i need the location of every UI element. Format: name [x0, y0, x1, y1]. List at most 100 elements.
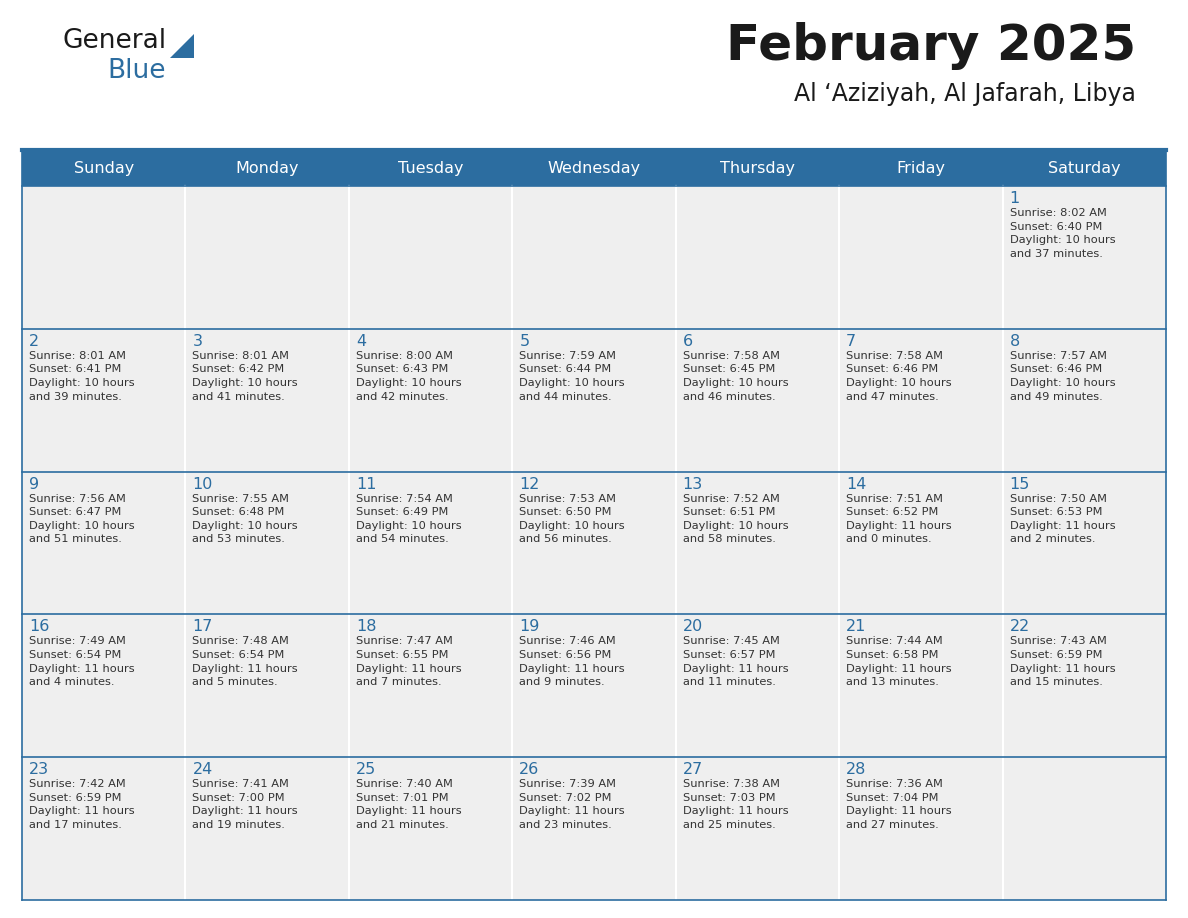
Text: Sunrise: 7:54 AM
Sunset: 6:49 PM
Daylight: 10 hours
and 54 minutes.: Sunrise: 7:54 AM Sunset: 6:49 PM Dayligh…: [356, 494, 461, 544]
Bar: [185, 186, 349, 329]
Text: 8: 8: [1010, 334, 1019, 349]
Text: Sunrise: 7:39 AM
Sunset: 7:02 PM
Daylight: 11 hours
and 23 minutes.: Sunrise: 7:39 AM Sunset: 7:02 PM Dayligh…: [519, 779, 625, 830]
Bar: [676, 329, 839, 472]
Text: Sunrise: 7:40 AM
Sunset: 7:01 PM
Daylight: 11 hours
and 21 minutes.: Sunrise: 7:40 AM Sunset: 7:01 PM Dayligh…: [356, 779, 461, 830]
Bar: [676, 614, 839, 757]
Text: 14: 14: [846, 476, 866, 492]
Text: Sunrise: 7:56 AM
Sunset: 6:47 PM
Daylight: 10 hours
and 51 minutes.: Sunrise: 7:56 AM Sunset: 6:47 PM Dayligh…: [29, 494, 134, 544]
Text: Sunrise: 7:47 AM
Sunset: 6:55 PM
Daylight: 11 hours
and 7 minutes.: Sunrise: 7:47 AM Sunset: 6:55 PM Dayligh…: [356, 636, 461, 688]
Text: 12: 12: [519, 476, 539, 492]
Bar: [512, 757, 676, 900]
Bar: [185, 614, 349, 757]
Text: Sunrise: 7:52 AM
Sunset: 6:51 PM
Daylight: 10 hours
and 58 minutes.: Sunrise: 7:52 AM Sunset: 6:51 PM Dayligh…: [683, 494, 789, 544]
Bar: [839, 329, 1003, 472]
Text: 17: 17: [192, 620, 213, 634]
Text: Sunrise: 7:49 AM
Sunset: 6:54 PM
Daylight: 11 hours
and 4 minutes.: Sunrise: 7:49 AM Sunset: 6:54 PM Dayligh…: [29, 636, 134, 688]
Bar: [512, 186, 676, 329]
Text: Sunrise: 7:46 AM
Sunset: 6:56 PM
Daylight: 11 hours
and 9 minutes.: Sunrise: 7:46 AM Sunset: 6:56 PM Dayligh…: [519, 636, 625, 688]
Bar: [512, 472, 676, 614]
Bar: [1003, 152, 1165, 186]
Text: 3: 3: [192, 334, 202, 349]
Text: General: General: [62, 28, 166, 54]
Text: 21: 21: [846, 620, 866, 634]
Bar: [676, 186, 839, 329]
Text: 28: 28: [846, 762, 866, 778]
Bar: [839, 472, 1003, 614]
Text: 7: 7: [846, 334, 857, 349]
Text: Sunrise: 8:02 AM
Sunset: 6:40 PM
Daylight: 10 hours
and 37 minutes.: Sunrise: 8:02 AM Sunset: 6:40 PM Dayligh…: [1010, 208, 1116, 259]
Bar: [676, 757, 839, 900]
Bar: [23, 152, 185, 186]
Text: Sunrise: 7:57 AM
Sunset: 6:46 PM
Daylight: 10 hours
and 49 minutes.: Sunrise: 7:57 AM Sunset: 6:46 PM Dayligh…: [1010, 351, 1116, 401]
Text: 24: 24: [192, 762, 213, 778]
Text: Sunrise: 7:58 AM
Sunset: 6:46 PM
Daylight: 10 hours
and 47 minutes.: Sunrise: 7:58 AM Sunset: 6:46 PM Dayligh…: [846, 351, 952, 401]
Text: 11: 11: [356, 476, 377, 492]
Bar: [23, 757, 185, 900]
Text: Friday: Friday: [897, 162, 946, 176]
Bar: [839, 757, 1003, 900]
Bar: [23, 614, 185, 757]
Text: Sunrise: 7:53 AM
Sunset: 6:50 PM
Daylight: 10 hours
and 56 minutes.: Sunrise: 7:53 AM Sunset: 6:50 PM Dayligh…: [519, 494, 625, 544]
Text: Sunrise: 7:36 AM
Sunset: 7:04 PM
Daylight: 11 hours
and 27 minutes.: Sunrise: 7:36 AM Sunset: 7:04 PM Dayligh…: [846, 779, 952, 830]
Text: 20: 20: [683, 620, 703, 634]
Text: 25: 25: [356, 762, 377, 778]
Bar: [185, 472, 349, 614]
Text: Sunrise: 7:58 AM
Sunset: 6:45 PM
Daylight: 10 hours
and 46 minutes.: Sunrise: 7:58 AM Sunset: 6:45 PM Dayligh…: [683, 351, 789, 401]
Text: February 2025: February 2025: [726, 22, 1136, 70]
Text: Sunrise: 7:55 AM
Sunset: 6:48 PM
Daylight: 10 hours
and 53 minutes.: Sunrise: 7:55 AM Sunset: 6:48 PM Dayligh…: [192, 494, 298, 544]
Text: 10: 10: [192, 476, 213, 492]
Text: 15: 15: [1010, 476, 1030, 492]
Text: Blue: Blue: [107, 58, 165, 84]
Text: 4: 4: [356, 334, 366, 349]
Bar: [839, 186, 1003, 329]
Text: 26: 26: [519, 762, 539, 778]
Text: Monday: Monday: [235, 162, 299, 176]
Bar: [349, 472, 512, 614]
Text: 6: 6: [683, 334, 693, 349]
Text: 13: 13: [683, 476, 703, 492]
Text: 27: 27: [683, 762, 703, 778]
Text: Thursday: Thursday: [720, 162, 795, 176]
Text: 19: 19: [519, 620, 539, 634]
Text: 23: 23: [29, 762, 49, 778]
Bar: [1003, 757, 1165, 900]
Bar: [185, 152, 349, 186]
Bar: [1003, 614, 1165, 757]
Text: Sunrise: 8:01 AM
Sunset: 6:41 PM
Daylight: 10 hours
and 39 minutes.: Sunrise: 8:01 AM Sunset: 6:41 PM Dayligh…: [29, 351, 134, 401]
Bar: [676, 472, 839, 614]
Bar: [349, 186, 512, 329]
Text: 22: 22: [1010, 620, 1030, 634]
Text: Sunrise: 7:41 AM
Sunset: 7:00 PM
Daylight: 11 hours
and 19 minutes.: Sunrise: 7:41 AM Sunset: 7:00 PM Dayligh…: [192, 779, 298, 830]
Text: Sunrise: 7:59 AM
Sunset: 6:44 PM
Daylight: 10 hours
and 44 minutes.: Sunrise: 7:59 AM Sunset: 6:44 PM Dayligh…: [519, 351, 625, 401]
Bar: [349, 614, 512, 757]
Bar: [512, 614, 676, 757]
Text: 2: 2: [29, 334, 39, 349]
Text: 16: 16: [29, 620, 50, 634]
Bar: [512, 329, 676, 472]
Bar: [185, 329, 349, 472]
Bar: [1003, 472, 1165, 614]
Bar: [512, 152, 676, 186]
Text: 1: 1: [1010, 191, 1019, 206]
Text: 18: 18: [356, 620, 377, 634]
Bar: [676, 152, 839, 186]
Text: 5: 5: [519, 334, 530, 349]
Text: Sunrise: 7:44 AM
Sunset: 6:58 PM
Daylight: 11 hours
and 13 minutes.: Sunrise: 7:44 AM Sunset: 6:58 PM Dayligh…: [846, 636, 952, 688]
Text: Sunrise: 7:42 AM
Sunset: 6:59 PM
Daylight: 11 hours
and 17 minutes.: Sunrise: 7:42 AM Sunset: 6:59 PM Dayligh…: [29, 779, 134, 830]
Text: Sunrise: 7:48 AM
Sunset: 6:54 PM
Daylight: 11 hours
and 5 minutes.: Sunrise: 7:48 AM Sunset: 6:54 PM Dayligh…: [192, 636, 298, 688]
Bar: [839, 614, 1003, 757]
Bar: [349, 757, 512, 900]
Text: 9: 9: [29, 476, 39, 492]
Bar: [349, 152, 512, 186]
Text: Sunday: Sunday: [74, 162, 134, 176]
Text: Tuesday: Tuesday: [398, 162, 463, 176]
Text: Sunrise: 7:43 AM
Sunset: 6:59 PM
Daylight: 11 hours
and 15 minutes.: Sunrise: 7:43 AM Sunset: 6:59 PM Dayligh…: [1010, 636, 1116, 688]
Bar: [1003, 329, 1165, 472]
Bar: [23, 472, 185, 614]
Text: Sunrise: 7:38 AM
Sunset: 7:03 PM
Daylight: 11 hours
and 25 minutes.: Sunrise: 7:38 AM Sunset: 7:03 PM Dayligh…: [683, 779, 789, 830]
Bar: [349, 329, 512, 472]
Bar: [185, 757, 349, 900]
Bar: [23, 186, 185, 329]
Bar: [1003, 186, 1165, 329]
Text: Wednesday: Wednesday: [548, 162, 640, 176]
